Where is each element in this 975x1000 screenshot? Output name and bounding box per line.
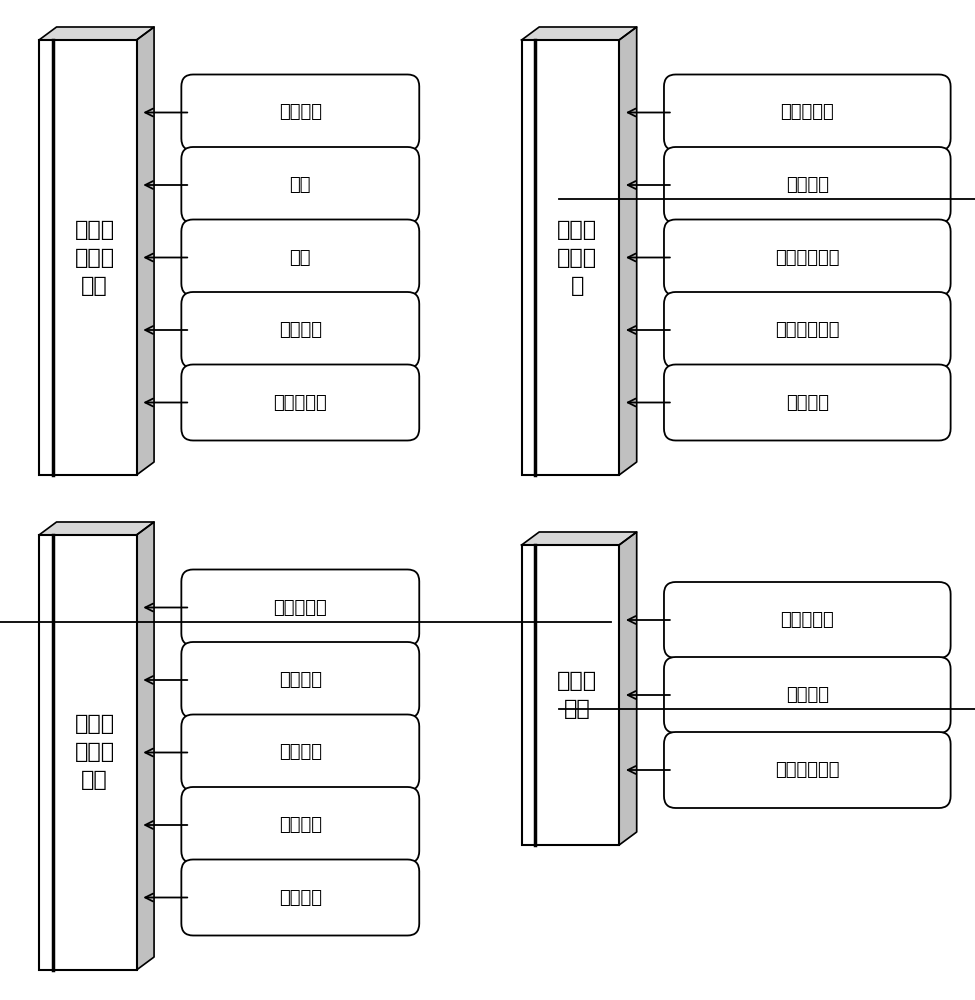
Polygon shape: [522, 532, 637, 545]
Text: 材料编号: 材料编号: [279, 889, 322, 906]
Text: 冷却通
水记录
表: 冷却通 水记录 表: [557, 220, 598, 296]
FancyBboxPatch shape: [664, 582, 951, 658]
Bar: [39, 535, 136, 970]
FancyBboxPatch shape: [664, 365, 951, 441]
FancyBboxPatch shape: [181, 714, 419, 790]
FancyBboxPatch shape: [664, 220, 951, 296]
Text: 混凝土仓号: 混凝土仓号: [780, 104, 835, 121]
Text: 比热: 比热: [290, 176, 311, 194]
Bar: [39, 40, 136, 475]
FancyBboxPatch shape: [181, 859, 419, 936]
Text: 进口通水温度: 进口通水温度: [775, 249, 839, 267]
Text: 浇筑体积: 浇筑体积: [279, 744, 322, 762]
Text: 导热系数: 导热系数: [279, 321, 322, 339]
Polygon shape: [136, 522, 154, 970]
Text: 浇筑温度: 浇筑温度: [279, 816, 322, 834]
Text: 吸收热量速率: 吸收热量速率: [775, 761, 839, 779]
Text: 混凝土
材料信
息表: 混凝土 材料信 息表: [74, 220, 115, 296]
Polygon shape: [136, 27, 154, 475]
Text: 混凝土
浇筑信
息表: 混凝土 浇筑信 息表: [74, 714, 115, 790]
FancyBboxPatch shape: [664, 147, 951, 223]
Bar: [522, 545, 619, 845]
FancyBboxPatch shape: [664, 732, 951, 808]
Polygon shape: [619, 532, 637, 845]
FancyBboxPatch shape: [664, 292, 951, 368]
Polygon shape: [522, 27, 637, 40]
FancyBboxPatch shape: [181, 787, 419, 863]
FancyBboxPatch shape: [181, 292, 419, 368]
Text: 浇筑时间: 浇筑时间: [279, 671, 322, 689]
Text: 通水流量: 通水流量: [786, 394, 829, 412]
FancyBboxPatch shape: [181, 147, 419, 223]
FancyBboxPatch shape: [181, 570, 419, 646]
Text: 测量时间: 测量时间: [786, 176, 829, 194]
Polygon shape: [619, 27, 637, 475]
FancyBboxPatch shape: [181, 642, 419, 718]
Text: 水化热参数: 水化热参数: [273, 394, 328, 412]
FancyBboxPatch shape: [664, 75, 951, 151]
FancyBboxPatch shape: [181, 365, 419, 441]
Bar: [522, 40, 619, 475]
Polygon shape: [39, 522, 154, 535]
Text: 计算信
息表: 计算信 息表: [557, 671, 598, 719]
Text: 测量时间: 测量时间: [786, 686, 829, 704]
Text: 混凝土仓号: 混凝土仓号: [273, 598, 328, 616]
Text: 密度: 密度: [290, 249, 311, 267]
Polygon shape: [39, 27, 154, 40]
FancyBboxPatch shape: [181, 75, 419, 151]
Text: 混凝土仓号: 混凝土仓号: [780, 611, 835, 629]
FancyBboxPatch shape: [664, 657, 951, 733]
Text: 出口通水温度: 出口通水温度: [775, 321, 839, 339]
FancyBboxPatch shape: [181, 220, 419, 296]
Text: 材料编号: 材料编号: [279, 104, 322, 121]
